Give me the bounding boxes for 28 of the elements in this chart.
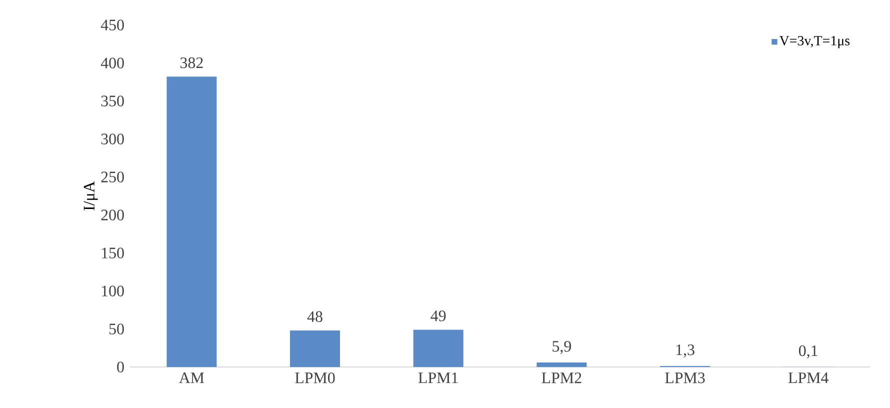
y-tick-label: 50 [109, 324, 124, 334]
data-label: 49 [430, 310, 446, 322]
y-tick-label: 0 [117, 362, 124, 372]
x-tick-label: LPM0 [295, 372, 335, 384]
y-tick-label: 200 [101, 210, 124, 220]
legend-label: V=3v,T=1μs [779, 36, 850, 48]
data-label: 48 [307, 311, 322, 322]
data-label: 382 [180, 57, 203, 68]
y-tick-label: 250 [101, 172, 124, 182]
x-tick-label: LPM3 [665, 372, 705, 384]
bar [536, 362, 587, 367]
x-tick-label: LPM1 [418, 372, 458, 384]
y-tick-label: 100 [102, 286, 124, 296]
y-tick-label: 400 [100, 58, 124, 68]
y-tick-label: 150 [102, 248, 124, 258]
bar [166, 76, 217, 367]
data-label: 5,9 [552, 341, 571, 354]
bar [413, 330, 464, 367]
x-tick-label: LPM2 [542, 372, 582, 384]
data-label: 0,1 [798, 345, 818, 358]
x-tick-label: AM [178, 372, 204, 384]
y-tick-label: 300 [101, 134, 124, 144]
x-tick-label: LPM4 [788, 372, 828, 384]
y-tick-label: 450 [100, 20, 124, 30]
bar [290, 330, 340, 367]
y-axis-title: I/μA [84, 181, 98, 210]
y-tick-label: 350 [101, 96, 124, 106]
data-label: 1,3 [676, 344, 694, 358]
